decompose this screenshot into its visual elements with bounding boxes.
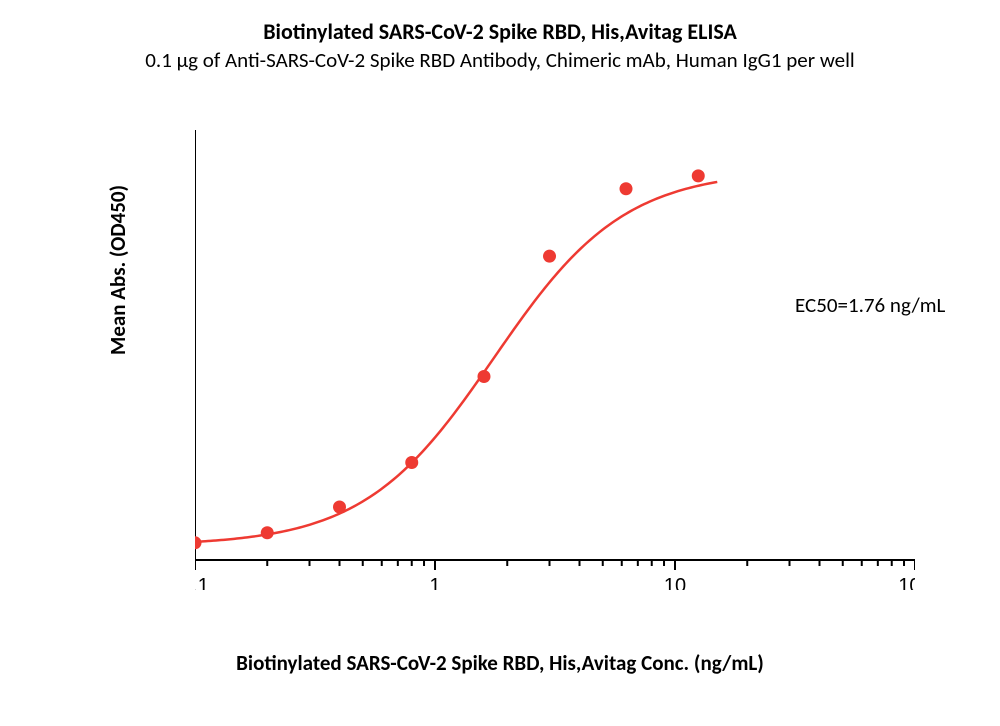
svg-text:100: 100 (898, 575, 915, 590)
svg-text:0.1: 0.1 (195, 575, 209, 590)
chart-subtitle: 0.1 μg of Anti-SARS-CoV-2 Spike RBD Anti… (0, 47, 1000, 73)
svg-text:10: 10 (664, 575, 686, 590)
ec50-annotation: EC50=1.76 ng/mL (795, 292, 945, 318)
title-block: Biotinylated SARS-CoV-2 Spike RBD, His,A… (0, 18, 1000, 73)
x-axis-label: Biotinylated SARS-CoV-2 Spike RBD, His,A… (0, 650, 1000, 676)
chart-title: Biotinylated SARS-CoV-2 Spike RBD, His,A… (0, 18, 1000, 45)
y-axis-label: Mean Abs. (OD450) (105, 185, 131, 355)
plot-area: 0.11101000123 (195, 120, 915, 590)
chart-container: Biotinylated SARS-CoV-2 Spike RBD, His,A… (0, 0, 1000, 726)
svg-text:1: 1 (429, 575, 440, 590)
